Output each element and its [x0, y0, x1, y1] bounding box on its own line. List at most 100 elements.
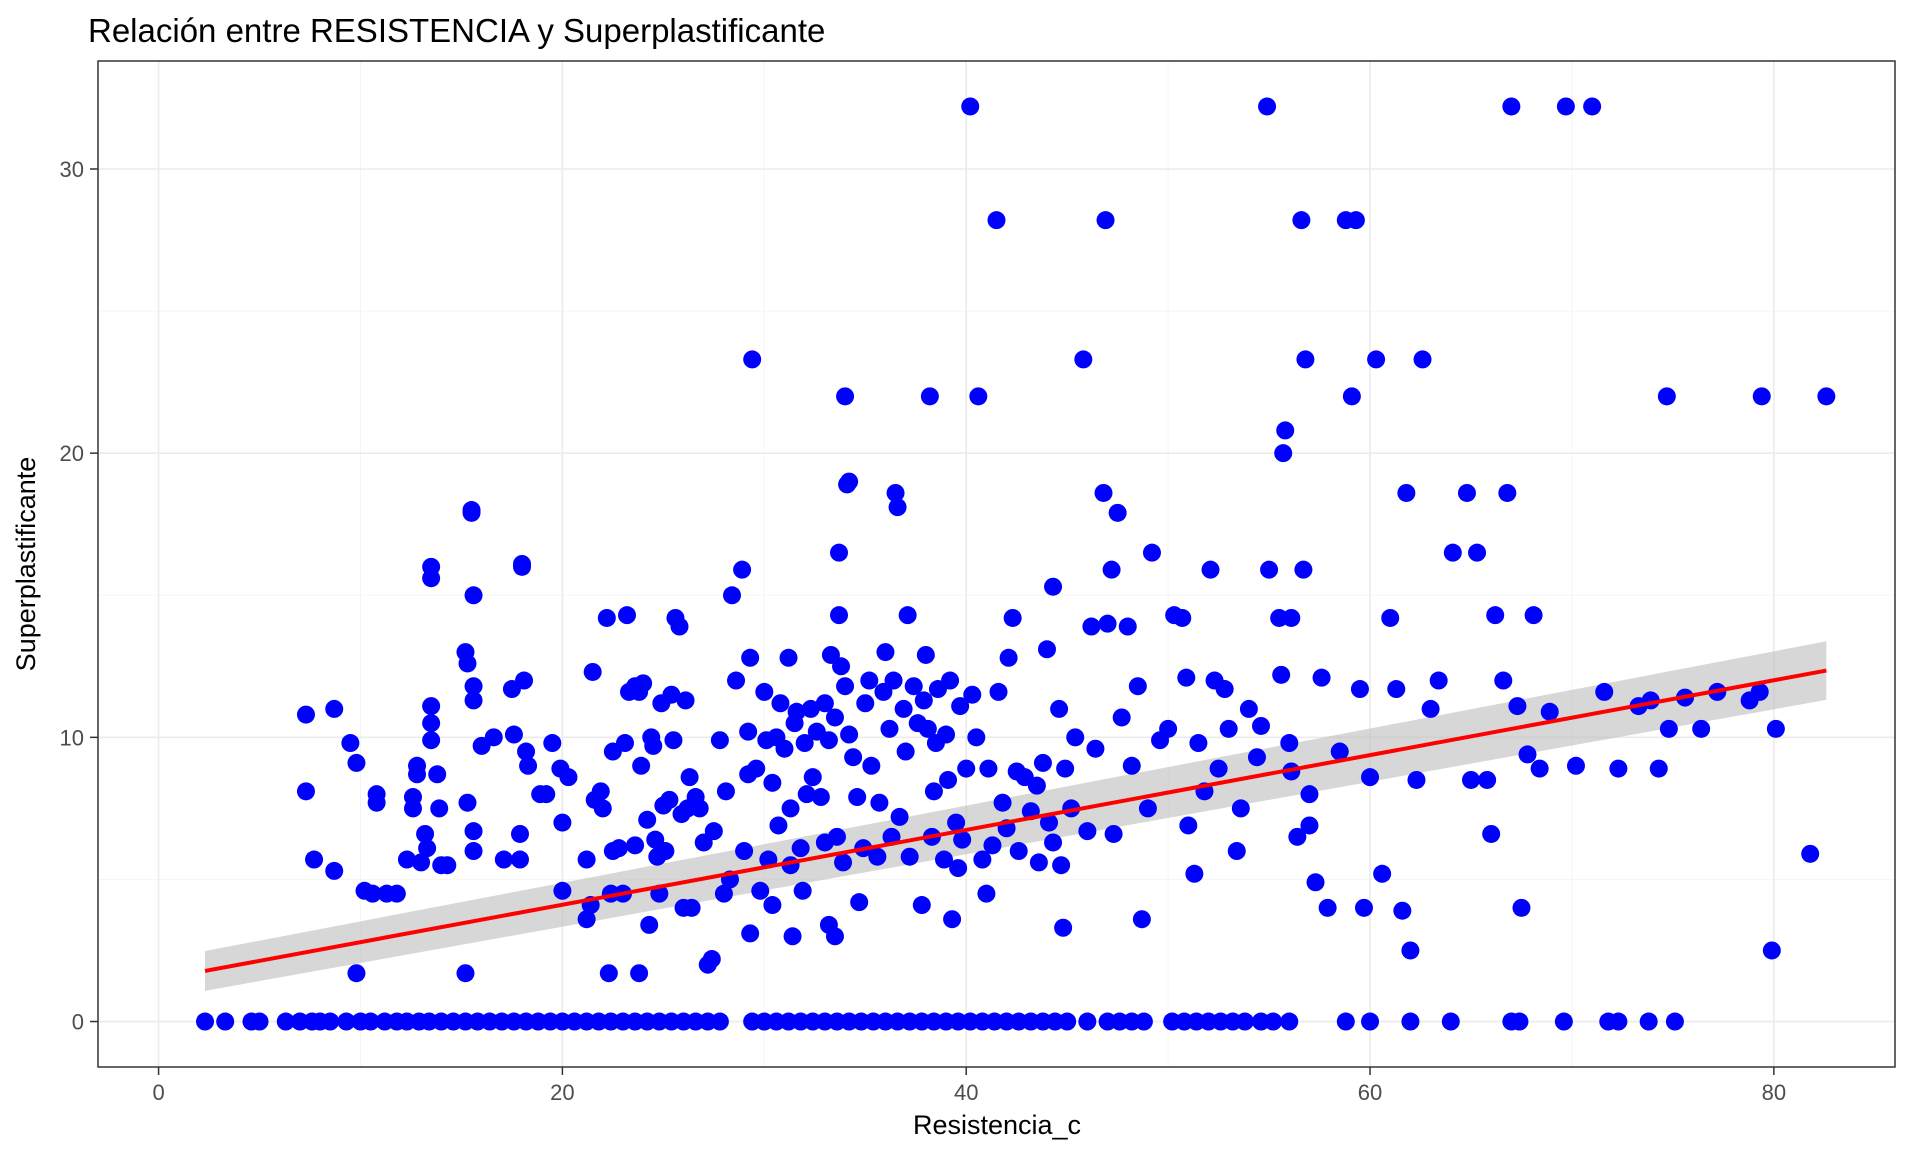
data-point — [1159, 719, 1178, 738]
data-point — [618, 606, 637, 625]
data-point — [979, 759, 998, 778]
data-point — [1554, 1012, 1573, 1031]
data-point — [1074, 350, 1093, 369]
data-point — [1566, 756, 1585, 775]
data-point — [1659, 719, 1678, 738]
data-point — [1387, 680, 1406, 699]
data-point — [597, 608, 616, 627]
data-point — [943, 910, 962, 929]
data-point — [989, 682, 1008, 701]
data-point — [967, 728, 986, 747]
data-point — [924, 782, 943, 801]
data-point — [900, 847, 919, 866]
data-point — [1086, 739, 1105, 758]
data-point — [1239, 699, 1258, 718]
data-point — [953, 830, 972, 849]
data-point — [827, 827, 846, 846]
data-point — [1350, 680, 1369, 699]
data-point — [1252, 716, 1271, 735]
data-point — [577, 850, 596, 869]
trend-line-layer — [204, 668, 1827, 973]
x-axis-title: Resistencia_c — [913, 1110, 1081, 1140]
data-point — [1066, 728, 1085, 747]
data-point — [983, 836, 1002, 855]
data-point — [494, 850, 513, 869]
data-point — [559, 768, 578, 787]
data-point — [860, 671, 879, 690]
data-point — [1482, 824, 1501, 843]
data-point — [935, 850, 954, 869]
data-point — [1413, 350, 1432, 369]
data-point — [504, 725, 523, 744]
data-point — [537, 785, 556, 804]
data-point — [1276, 421, 1295, 440]
data-point — [1260, 560, 1279, 579]
data-point — [775, 739, 794, 758]
data-point — [769, 816, 788, 835]
data-point — [250, 1012, 269, 1031]
data-point — [1407, 770, 1426, 789]
data-point — [886, 483, 905, 502]
x-tick-label: 0 — [152, 1080, 164, 1105]
data-point — [787, 702, 806, 721]
data-point — [347, 753, 366, 772]
data-point — [811, 788, 830, 807]
data-point — [1173, 608, 1192, 627]
data-point — [1134, 1012, 1153, 1031]
y-tick-label: 30 — [60, 157, 84, 182]
data-point — [710, 1012, 729, 1031]
data-point — [714, 884, 733, 903]
data-point — [1657, 387, 1676, 406]
data-point — [638, 810, 657, 829]
data-point — [1817, 387, 1836, 406]
data-point — [918, 719, 937, 738]
data-point — [325, 699, 344, 718]
data-point — [825, 708, 844, 727]
data-point — [836, 677, 855, 696]
data-point — [1201, 560, 1220, 579]
confidence-band — [205, 641, 1827, 991]
data-point — [416, 824, 435, 843]
data-point — [1367, 350, 1386, 369]
data-point — [1044, 833, 1063, 852]
trend-line — [204, 668, 1827, 973]
data-point — [1318, 898, 1337, 917]
data-point — [1247, 748, 1266, 767]
y-tick-label: 10 — [60, 725, 84, 750]
data-point — [363, 884, 382, 903]
data-point — [830, 606, 849, 625]
data-point — [1300, 816, 1319, 835]
data-point — [896, 742, 915, 761]
data-point — [856, 694, 875, 713]
data-point — [1300, 785, 1319, 804]
data-point — [1179, 816, 1198, 835]
data-point — [733, 560, 752, 579]
data-point — [1312, 668, 1331, 687]
data-point — [1649, 759, 1668, 778]
data-point — [337, 1012, 356, 1031]
data-point — [676, 691, 695, 710]
data-point — [1354, 898, 1373, 917]
data-point — [743, 350, 762, 369]
data-point — [755, 682, 774, 701]
data-point — [484, 728, 503, 747]
data-point — [1177, 668, 1196, 687]
data-point — [438, 856, 457, 875]
data-point — [462, 501, 481, 520]
data-point — [1094, 483, 1113, 502]
data-point — [1401, 1012, 1420, 1031]
data-point — [1750, 682, 1769, 701]
data-point — [553, 881, 572, 900]
data-point — [1468, 543, 1487, 562]
data-point — [1058, 1012, 1077, 1031]
data-point — [1108, 503, 1127, 522]
x-tick-label: 40 — [954, 1080, 978, 1105]
data-point — [1294, 560, 1313, 579]
data-point — [387, 884, 406, 903]
data-point — [1478, 770, 1497, 789]
data-point — [422, 714, 441, 733]
data-point — [1361, 1012, 1380, 1031]
data-point — [747, 759, 766, 778]
data-point — [593, 799, 612, 818]
